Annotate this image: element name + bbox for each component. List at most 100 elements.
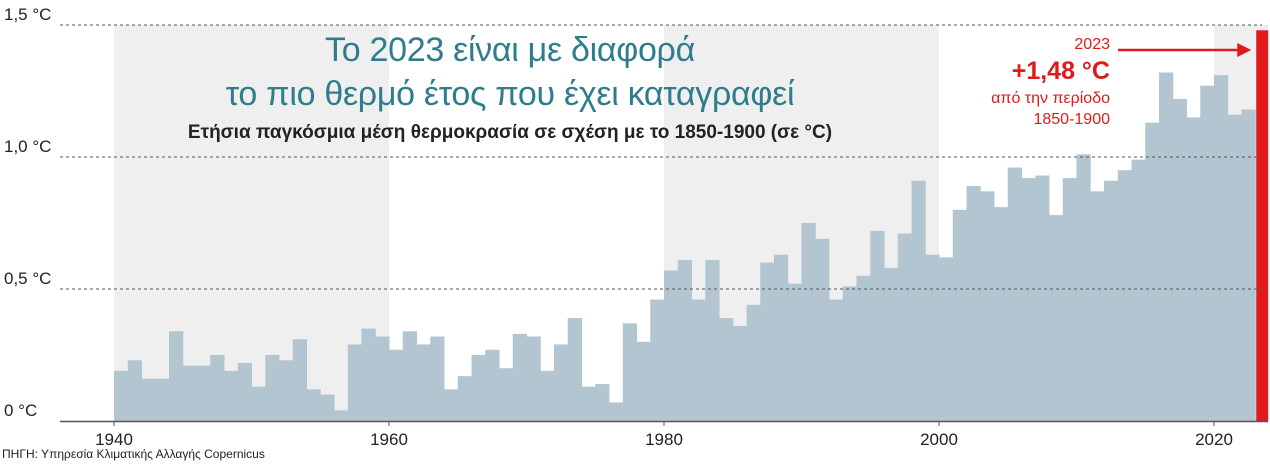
bar-1975 (595, 384, 610, 421)
chart-title-line1: Το 2023 είναι με διαφορά (325, 31, 695, 69)
bar-1940 (114, 370, 129, 421)
x-tick-label: 1980 (645, 430, 683, 449)
bar-2014 (1131, 159, 1146, 421)
bar-1969 (512, 333, 527, 421)
bar-2002 (966, 186, 981, 421)
bar-1941 (127, 360, 142, 421)
arrow-head (1237, 43, 1252, 57)
bar-1981 (677, 259, 692, 421)
bar-1966 (471, 355, 486, 421)
bar-2003 (980, 191, 995, 421)
bar-1971 (540, 370, 555, 421)
bar-1986 (746, 304, 761, 421)
bar-2001 (952, 209, 967, 421)
bar-1947 (210, 355, 225, 421)
bar-2000 (939, 257, 954, 421)
chart-title-line2: το πιο θερμό έτος που έχει καταγραφεί (225, 75, 795, 113)
bar-1965 (457, 376, 472, 421)
bar-1967 (485, 349, 500, 421)
bar-1959 (375, 336, 390, 421)
x-tick-label: 1960 (370, 430, 408, 449)
bar-1979 (650, 299, 665, 421)
bar-1988 (774, 254, 789, 421)
bar-2011 (1090, 191, 1105, 421)
bar-1950 (251, 386, 266, 421)
y-tick-label: 0,5 °C (4, 269, 51, 288)
chart-subtitle: Ετήσια παγκόσμια μέση θερμοκρασία σε σχέ… (187, 122, 833, 143)
bar-1990 (801, 223, 816, 421)
bar-2004 (994, 207, 1009, 421)
bar-1949 (237, 362, 252, 421)
bar-1945 (182, 365, 197, 421)
bar-1984 (719, 318, 734, 421)
annotation-arrow (1118, 43, 1252, 57)
bar-1946 (196, 365, 211, 421)
bar-1964 (444, 389, 459, 421)
bar-1972 (554, 344, 569, 421)
bar-2017 (1172, 98, 1187, 422)
bar-1989 (787, 283, 802, 421)
bar-1998 (911, 180, 926, 421)
bar-2008 (1049, 215, 1064, 421)
bar-1987 (760, 262, 775, 421)
x-tick-label: 2000 (920, 430, 958, 449)
bar-2018 (1186, 117, 1201, 422)
bar-1993 (842, 286, 857, 421)
bar-1963 (430, 336, 445, 421)
bar-2006 (1021, 178, 1036, 421)
bar-1974 (581, 386, 596, 421)
gridlines (60, 24, 1262, 290)
bar-1992 (829, 299, 844, 421)
bar-1982 (691, 299, 706, 421)
annotation-period-line1: από την περίοδο (991, 90, 1110, 107)
y-tick-label: 1,5 °C (4, 5, 51, 24)
bar-1999 (925, 254, 940, 421)
bar-1970 (526, 336, 541, 421)
y-tick-label: 1,0 °C (4, 137, 51, 156)
bar-1980 (664, 270, 679, 421)
bar-2007 (1035, 175, 1050, 421)
anomaly-bars (114, 30, 1269, 422)
bar-1977 (622, 323, 637, 421)
bar-1961 (402, 331, 417, 421)
bar-2005 (1007, 167, 1022, 421)
bar-2021 (1227, 114, 1242, 421)
y-axis-labels: 0 °C 0,5 °C 1,0 °C 1,5 °C (4, 5, 51, 420)
x-axis-labels: 1940 1960 1980 2000 2020 (95, 421, 1233, 449)
source-note: ΠΗΓΗ: Υπηρεσία Κλιματικής Αλλαγής Copern… (2, 447, 265, 461)
decade-band (114, 25, 389, 421)
bar-1955 (320, 394, 335, 421)
bar-1943 (155, 378, 170, 421)
y-tick-label: 0 °C (4, 401, 37, 420)
bar-1960 (389, 349, 404, 421)
bar-1948 (224, 370, 239, 421)
bar-1978 (636, 341, 651, 421)
bar-1958 (361, 328, 376, 421)
bar-2020 (1214, 75, 1229, 421)
bar-2019 (1200, 85, 1215, 421)
bar-1994 (856, 275, 871, 421)
bar-1952 (279, 360, 294, 421)
bar-1956 (334, 410, 349, 421)
bar-1976 (609, 402, 624, 421)
bar-2015 (1145, 122, 1160, 422)
x-tick-label: 1940 (95, 430, 133, 449)
bar-1997 (897, 233, 912, 421)
annotation-year: 2023 (1074, 36, 1110, 53)
bar-1957 (347, 344, 362, 421)
bar-1953 (292, 339, 307, 421)
bar-2022 (1241, 109, 1256, 421)
bar-1944 (169, 331, 184, 421)
bar-1954 (306, 389, 321, 421)
bar-1962 (416, 344, 431, 421)
annotation-value: +1,48 °C (1011, 57, 1110, 85)
bar-2016 (1159, 72, 1174, 422)
bar-1995 (870, 230, 885, 421)
bar-2009 (1062, 178, 1077, 421)
bar-1951 (265, 355, 280, 421)
bar-2010 (1076, 154, 1091, 422)
bar-2013 (1117, 170, 1132, 421)
annotation-period-line2: 1850-1900 (1033, 111, 1110, 128)
bar-1985 (732, 325, 747, 421)
bar-2012 (1104, 180, 1119, 421)
